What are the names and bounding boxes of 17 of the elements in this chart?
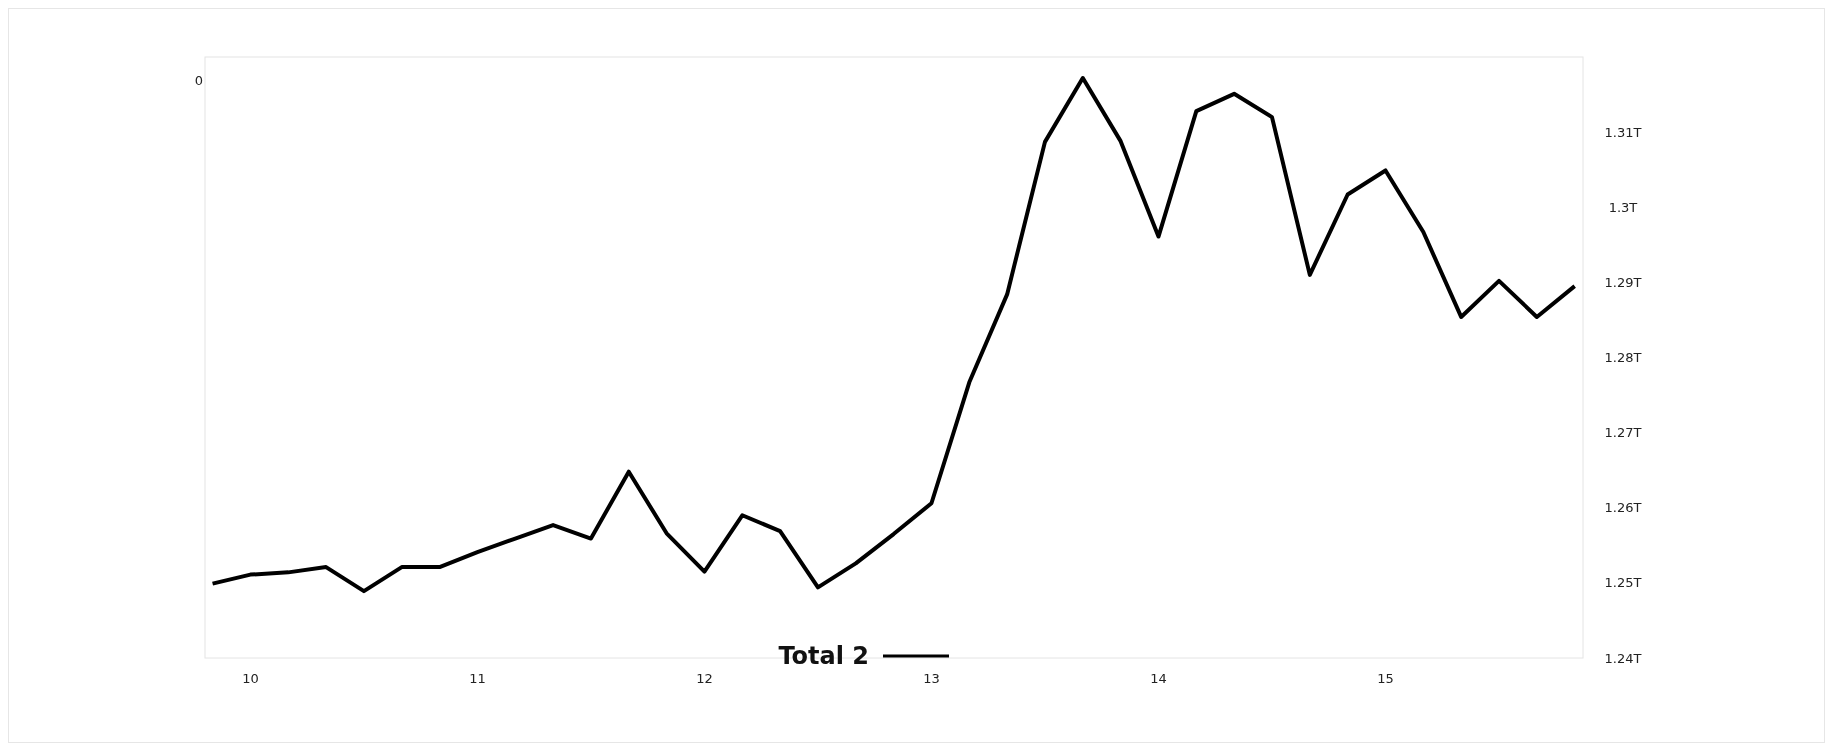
x-tick-label: 10 [242, 671, 259, 686]
y-tick-label: 1.28T [1604, 350, 1642, 366]
y-tick-label: 1.26T [1604, 500, 1642, 516]
x-tick-label: 15 [1377, 671, 1394, 686]
y-tick-label: 1.24T [1604, 650, 1642, 666]
legend-label: Total 2 [778, 642, 869, 671]
y-tick-label: 1.29T [1604, 274, 1642, 290]
x-tick-label: 11 [469, 671, 486, 686]
y-tick-label: 1.31T [1604, 124, 1642, 140]
y-tick-label: 1.25T [1604, 575, 1642, 591]
text: 0 [194, 73, 204, 88]
y-tick-label: 1.3T [1608, 199, 1638, 215]
x-tick-label: 14 [1150, 671, 1167, 686]
x-tick-label: 12 [696, 671, 713, 686]
line-series [210, 76, 1577, 594]
x-tick-label: 13 [923, 671, 940, 686]
y-tick-label: 1.27T [1604, 425, 1642, 441]
